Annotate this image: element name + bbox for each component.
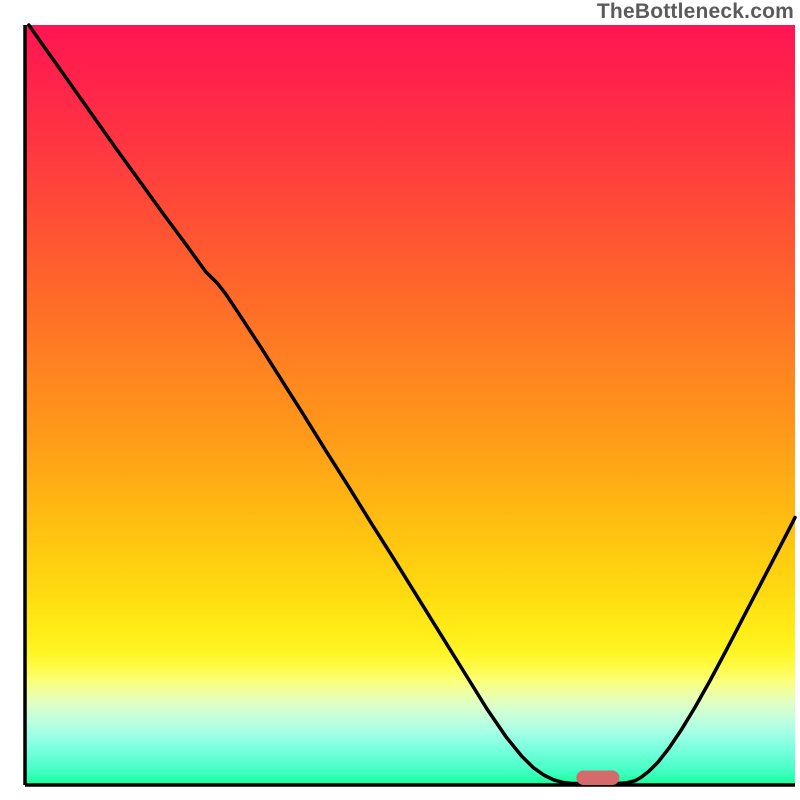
- valley-marker: [576, 771, 619, 785]
- chart-background: [25, 25, 795, 785]
- chart-root: TheBottleneck.com: [0, 0, 800, 800]
- watermark-text: TheBottleneck.com: [597, 0, 794, 24]
- chart-svg: [0, 0, 800, 800]
